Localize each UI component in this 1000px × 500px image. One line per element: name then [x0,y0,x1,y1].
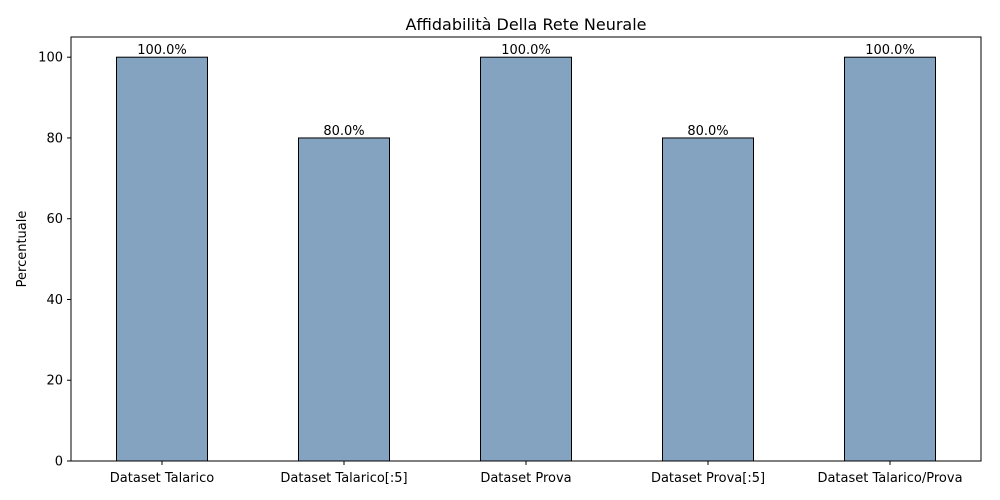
y-tick-label-0: 0 [55,455,63,470]
y-tick-label-5: 100 [38,51,63,66]
y-tick-label-1: 20 [46,374,63,389]
y-axis-label: Percentuale [15,211,30,288]
y-tick-label-2: 40 [46,293,63,308]
y-tick-label-4: 80 [46,131,63,146]
value-label-4: 100.0% [865,43,915,58]
value-label-2: 100.0% [501,43,551,58]
y-tick-label-3: 60 [46,212,63,227]
bar-1 [298,137,390,462]
value-labels-group: 100.0% 80.0% 100.0% 80.0% 100.0% [137,43,915,139]
bar-3 [662,137,754,462]
value-label-3: 80.0% [687,124,728,139]
value-label-0: 100.0% [137,43,187,58]
x-tick-label-0: Dataset Talarico [110,471,214,486]
x-tick-label-1: Dataset Talarico[:5] [280,471,407,486]
x-axis-ticks: Dataset Talarico Dataset Talarico[:5] Data… [110,461,963,486]
value-label-1: 80.0% [323,124,364,139]
chart-title: Affidabilità Della Rete Neurale [405,15,646,34]
x-tick-label-2: Dataset Prova [480,471,571,486]
plot-frame [70,36,982,462]
bars-group [116,56,936,462]
y-axis-ticks: 0 20 40 60 80 100 [38,51,71,470]
bar-0 [116,56,208,462]
bar-4 [844,56,936,462]
bar-2 [480,56,572,462]
x-tick-label-3: Dataset Prova[:5] [651,471,765,486]
x-tick-label-4: Dataset Talarico/Prova [817,471,962,486]
